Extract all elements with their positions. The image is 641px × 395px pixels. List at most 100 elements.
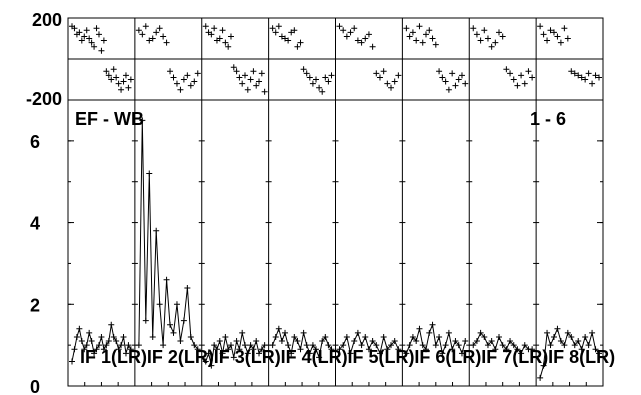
phase-point (91, 43, 98, 50)
amplitude-point (358, 342, 365, 349)
amplitude-point (88, 338, 95, 345)
amplitude-point (343, 333, 350, 340)
phase-point (550, 29, 557, 36)
amp-tick-label: 2 (30, 295, 40, 315)
phase-point (484, 35, 491, 42)
phase-point (499, 33, 506, 40)
phase-point (275, 23, 282, 30)
amplitude-point (122, 350, 129, 357)
amplitude-point (303, 342, 310, 349)
phase-point (167, 68, 174, 75)
phase-point (285, 37, 292, 44)
phase-point (362, 35, 369, 42)
phase-point (83, 27, 90, 34)
amplitude-point (153, 227, 160, 234)
amplitude-point (93, 346, 100, 353)
phase-point (227, 33, 234, 40)
phase-point (76, 29, 83, 36)
phase-point (98, 47, 105, 54)
phase-point (222, 39, 229, 46)
phase-point (340, 27, 347, 34)
amplitude-point (233, 338, 240, 345)
panel-if-label: IF 7(LR) (481, 347, 548, 367)
amplitude-point (149, 333, 156, 340)
amplitude-point (492, 346, 499, 353)
phase-point (449, 70, 456, 77)
amplitude-point (173, 301, 180, 308)
amplitude-point (163, 276, 170, 283)
phase-point (113, 74, 120, 81)
phase-point (78, 37, 85, 44)
phase-point (376, 74, 383, 81)
phase-point (236, 74, 243, 81)
amplitude-point (288, 350, 295, 357)
phase-point (510, 76, 517, 83)
amplitude-point (596, 350, 602, 357)
phase-point (100, 37, 107, 44)
amplitude-point (568, 333, 575, 340)
phase-point (184, 72, 191, 79)
amplitude-point (416, 325, 423, 332)
phase-point (452, 82, 459, 89)
phase-point (426, 27, 433, 34)
panel-if-label: IF 2(LR) (147, 347, 214, 367)
phase-point (233, 68, 240, 75)
amplitude-point (452, 338, 459, 345)
amplitude-point (120, 333, 127, 340)
amplitude-point (230, 354, 237, 361)
phase-point (269, 25, 276, 32)
phase-point (403, 25, 410, 32)
phase-tick-max: 200 (32, 10, 62, 30)
phase-point (71, 25, 78, 32)
panel-if-label: IF 5(LR) (348, 347, 415, 367)
amplitude-point (470, 342, 477, 349)
phase-point (423, 31, 429, 38)
amplitude-point (297, 346, 304, 353)
amplitude-point (564, 329, 571, 336)
phase-point (256, 78, 263, 85)
phase-point (432, 41, 439, 48)
amplitude-point (81, 346, 88, 353)
amplitude-point (236, 346, 243, 353)
phase-point (416, 23, 423, 30)
amplitude-point (282, 329, 289, 336)
phase-point (388, 84, 395, 91)
amplitude-point (110, 333, 117, 340)
phase-point (358, 39, 365, 46)
phase-point (429, 35, 436, 42)
phase-point (122, 72, 129, 79)
phase-point (373, 70, 380, 77)
phase-point (365, 31, 372, 38)
phase-point (481, 27, 488, 34)
phase-point (127, 76, 134, 83)
phase-point (578, 74, 585, 81)
amplitude-point (432, 342, 439, 349)
phase-point (351, 25, 358, 32)
phase-point (95, 31, 102, 38)
amplitude-point (225, 346, 232, 353)
phase-point (354, 37, 361, 44)
amp-tick-label: 4 (30, 214, 40, 234)
amplitude-point (409, 333, 416, 340)
phase-point (395, 72, 402, 79)
amplitude-series-line (539, 327, 600, 378)
amplitude-point (571, 342, 578, 349)
phase-tick-min: -200 (26, 89, 62, 109)
phase-point (547, 27, 554, 34)
amplitude-point (98, 333, 105, 340)
phase-point (585, 70, 592, 77)
amplitude-point (322, 333, 329, 340)
amplitude-point (557, 338, 564, 345)
amplitude-point (499, 342, 506, 349)
amplitude-point (340, 342, 347, 349)
amplitude-point (306, 350, 313, 357)
phase-point (557, 39, 564, 46)
amplitude-point (544, 329, 551, 336)
phase-point (135, 27, 142, 34)
amplitude-point (180, 317, 187, 324)
phase-point (208, 31, 215, 38)
amplitude-point (291, 333, 298, 340)
phase-point (225, 43, 232, 50)
phase-point (153, 29, 160, 36)
amplitude-point (146, 170, 153, 177)
